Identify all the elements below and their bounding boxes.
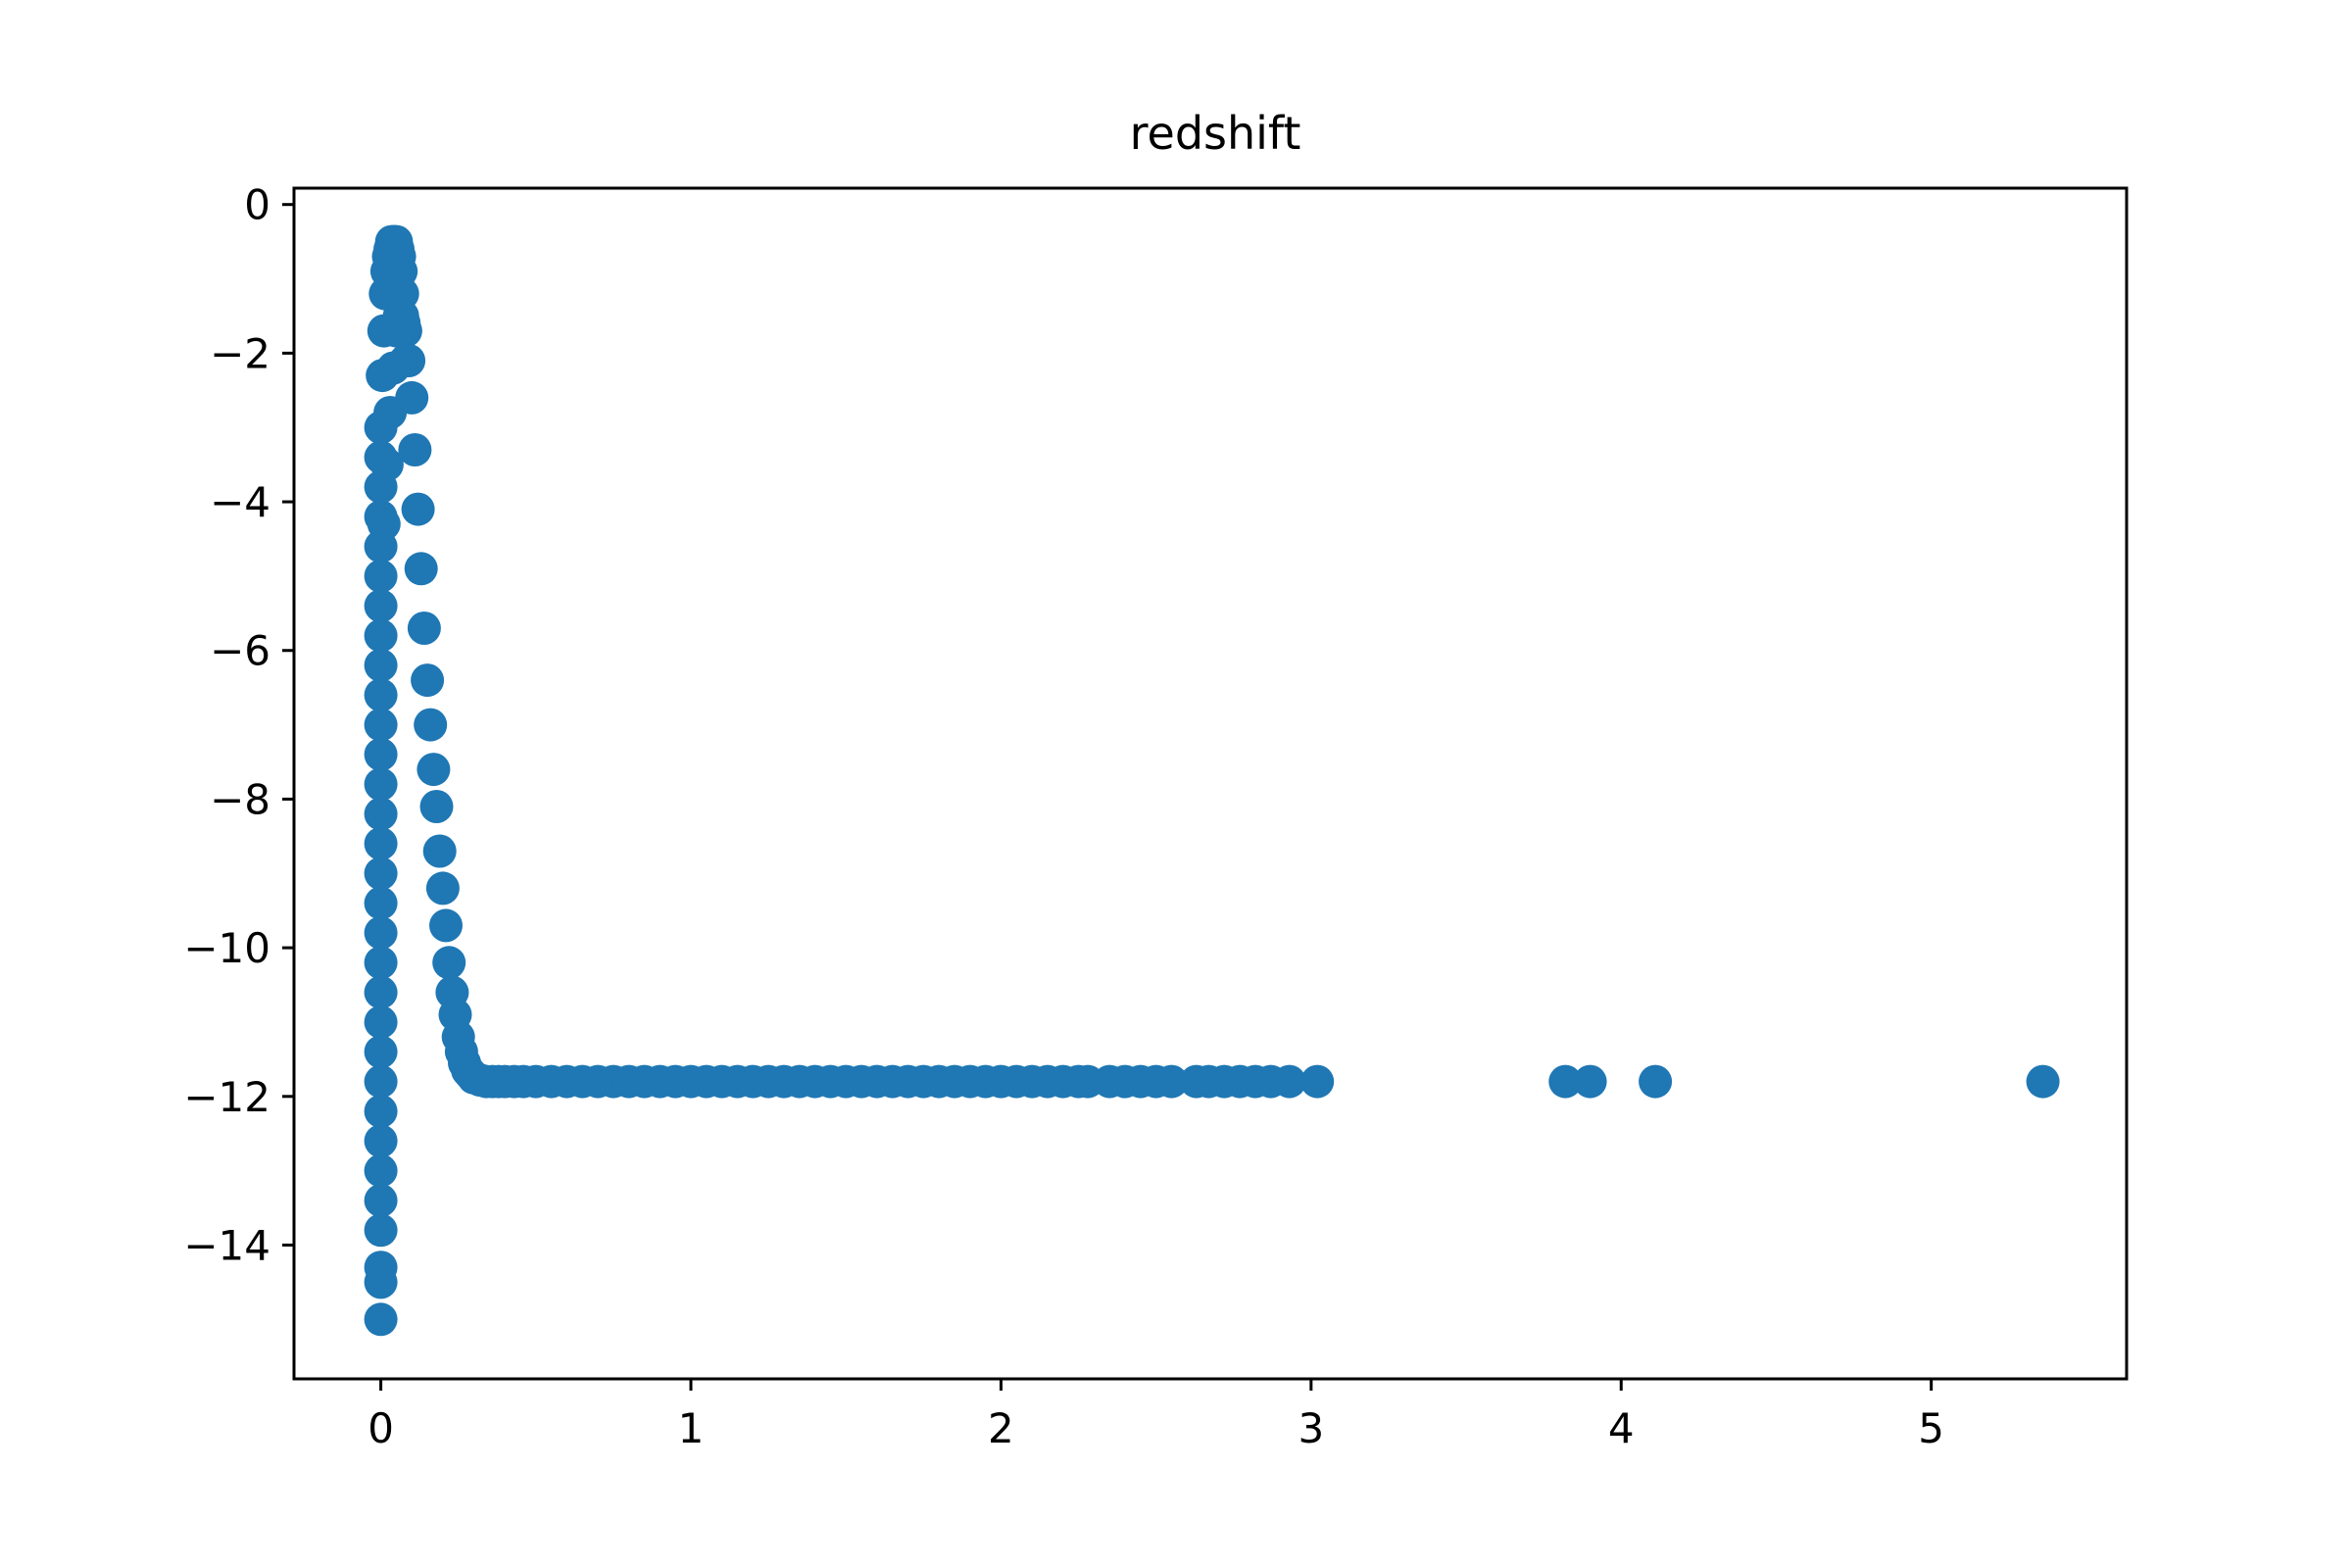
y-tick-label: 0: [244, 181, 270, 229]
data-point: [364, 1064, 398, 1099]
data-point: [1272, 1064, 1306, 1099]
data-point: [1573, 1064, 1607, 1099]
data-point: [364, 1095, 398, 1128]
x-tick-label: 4: [1608, 1404, 1635, 1452]
y-axis: 0 −2 −4 −6 −8 −10 −12 −14: [183, 181, 294, 1269]
data-point: [364, 618, 398, 653]
data-point: [364, 708, 398, 742]
y-tick-label: −10: [183, 924, 270, 972]
chart-title: redshift: [1130, 107, 1301, 160]
data-point: [364, 1302, 398, 1337]
x-tick-label: 2: [988, 1404, 1014, 1452]
data-point: [432, 946, 466, 980]
data-point: [1300, 1064, 1335, 1099]
data-point: [364, 797, 398, 831]
data-point: [364, 826, 398, 860]
data-point: [1154, 1064, 1189, 1099]
data-point: [419, 790, 454, 823]
data-point: [401, 492, 435, 526]
data-point: [411, 663, 445, 698]
data-point: [364, 1184, 398, 1217]
data-point: [369, 448, 404, 482]
data-point: [364, 1250, 398, 1285]
y-tick-label: −12: [183, 1073, 270, 1121]
y-tick-label: −14: [183, 1221, 270, 1269]
y-tick-label: −2: [210, 329, 270, 377]
data-point: [364, 946, 398, 980]
data-point: [364, 767, 398, 802]
data-points: [364, 224, 2060, 1337]
data-point: [367, 507, 401, 541]
x-tick-label: 5: [1918, 1404, 1944, 1452]
data-point: [364, 1035, 398, 1069]
y-tick-label: −8: [210, 775, 270, 823]
data-point: [364, 1124, 398, 1158]
data-point: [414, 708, 448, 742]
data-point: [364, 857, 398, 891]
data-point: [392, 344, 426, 377]
data-point: [1639, 1064, 1673, 1099]
data-point: [429, 908, 463, 943]
data-point: [364, 1213, 398, 1248]
x-axis: 0 1 2 3 4 5: [368, 1379, 1944, 1452]
data-point: [364, 1005, 398, 1039]
data-point: [364, 648, 398, 682]
x-tick-label: 1: [678, 1404, 705, 1452]
plot-frame: [292, 186, 2129, 1381]
data-point: [398, 433, 432, 466]
x-tick-label: 0: [368, 1404, 394, 1452]
y-tick-label: −4: [210, 478, 270, 526]
y-tick-label: −6: [210, 627, 270, 675]
data-point: [364, 975, 398, 1009]
data-point: [364, 559, 398, 593]
data-point: [364, 589, 398, 623]
data-point: [422, 834, 457, 868]
data-point: [404, 552, 438, 586]
data-point: [395, 380, 429, 415]
data-point: [425, 871, 460, 906]
x-tick-label: 3: [1298, 1404, 1324, 1452]
data-point: [364, 1153, 398, 1188]
data-point: [364, 737, 398, 771]
data-point: [388, 314, 422, 348]
data-point: [407, 612, 441, 645]
data-point: [364, 886, 398, 920]
data-point: [364, 915, 398, 950]
data-point: [364, 678, 398, 712]
data-point: [2026, 1064, 2060, 1099]
data-point: [1548, 1064, 1583, 1099]
data-point: [416, 753, 451, 787]
